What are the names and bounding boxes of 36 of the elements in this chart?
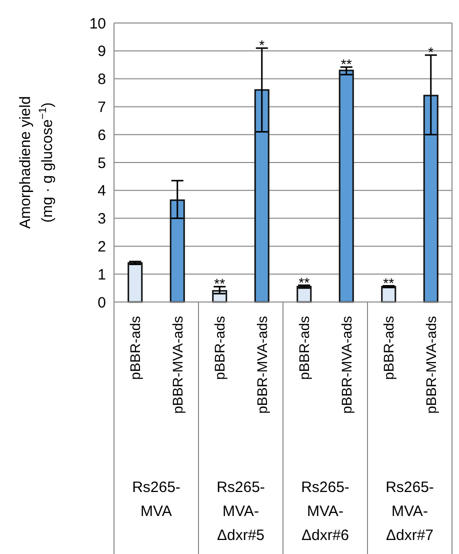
y-tick-label: 0 xyxy=(98,294,106,312)
y-tick-label: 2 xyxy=(98,238,106,256)
y-tick-label: 8 xyxy=(98,71,106,88)
y-tick-label: 3 xyxy=(98,210,106,228)
y-tick-label: 5 xyxy=(98,154,106,172)
x-tick-label: pBBR-ads xyxy=(127,316,144,380)
x-tick-label: pBBR-ads xyxy=(212,316,228,380)
text: Rs265-MVA-Δdxr#6 xyxy=(301,479,350,544)
bar xyxy=(254,89,270,303)
y-tick-label: 1 xyxy=(98,266,106,284)
x-tick-label: pBBR-MVA-ads xyxy=(254,316,270,414)
data-label: ** xyxy=(340,56,352,72)
text: Rs265-MVA-Δdxr#7 xyxy=(386,479,434,544)
data-label: ** xyxy=(214,276,226,292)
x-tick-label: pBBR-MVA-ads xyxy=(338,316,354,414)
bar xyxy=(338,70,354,303)
data-label: * xyxy=(428,44,434,60)
bar xyxy=(381,286,396,303)
bar xyxy=(170,199,185,303)
y-tick-label: 9 xyxy=(98,43,106,60)
data-label: * xyxy=(259,37,266,54)
text: Rs265-MVA xyxy=(132,479,180,520)
y-tick-label: 4 xyxy=(98,182,106,200)
x-tick-label: pBBR-MVA-ads xyxy=(422,316,439,414)
y-tick-label: 6 xyxy=(98,126,106,144)
bar xyxy=(423,94,438,303)
x-tick-label: pBBR-ads xyxy=(296,316,312,380)
x-tick-label: pBBR-ads xyxy=(380,316,397,380)
text: Rs265-MVA-Δdxr#5 xyxy=(216,479,265,544)
data-label: ** xyxy=(383,274,395,291)
bar xyxy=(296,286,312,303)
y-tick-label: 7 xyxy=(98,98,106,116)
data-label: ** xyxy=(298,274,310,290)
y-tick-label: 10 xyxy=(89,15,106,32)
bar xyxy=(128,262,143,303)
x-tick-label: pBBR-MVA-ads xyxy=(169,316,186,414)
